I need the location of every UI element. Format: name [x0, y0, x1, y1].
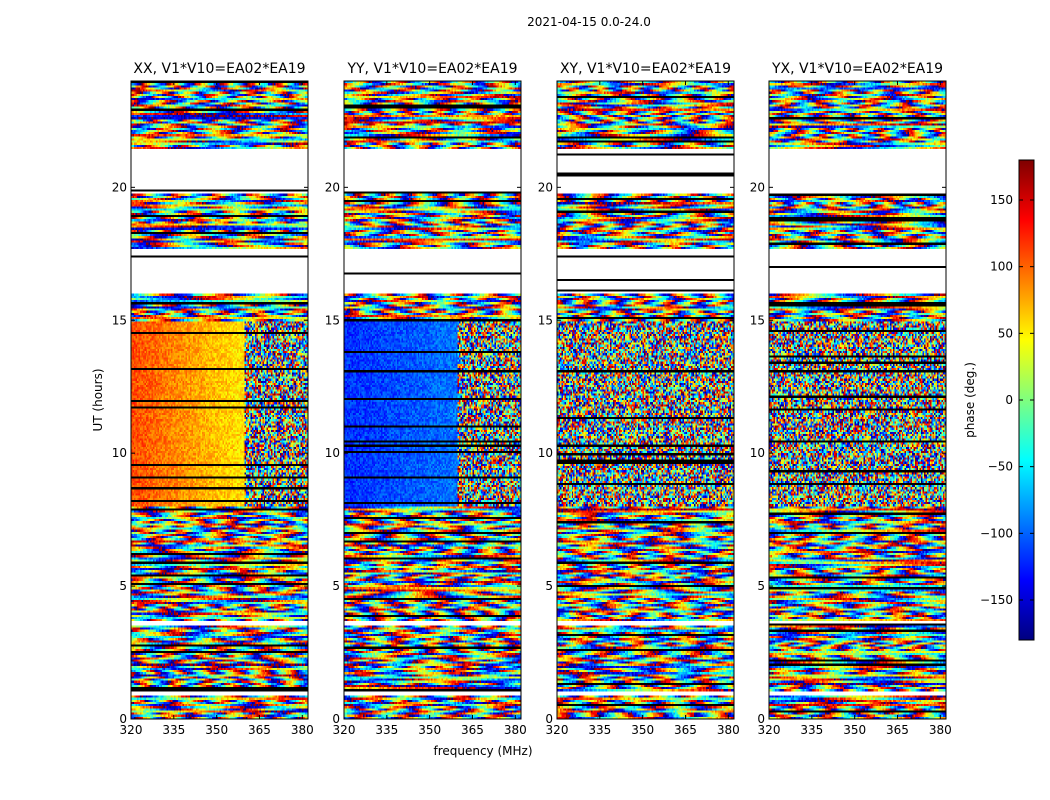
- y-tick-label: 20: [112, 180, 127, 194]
- y-tick-label: 10: [538, 446, 553, 460]
- y-tick-label: 5: [332, 579, 340, 593]
- x-tick-label: 380: [929, 723, 952, 737]
- x-tick-label: 350: [843, 723, 866, 737]
- axes-frame: [768, 80, 947, 720]
- colorbar-label: phase (deg.): [963, 362, 977, 438]
- x-tick-label: 365: [248, 723, 271, 737]
- x-tick-label: 335: [588, 723, 611, 737]
- y-tick-label: 5: [119, 579, 127, 593]
- x-tick-label: 365: [886, 723, 909, 737]
- y-tick-label: 0: [332, 712, 340, 726]
- panel-title: XX, V1*V10=EA02*EA19: [133, 61, 305, 77]
- colorbar-tick-label: 0: [1005, 393, 1013, 407]
- axes-frame: [343, 80, 522, 720]
- heatmap-panels: XX, V1*V10=EA02*EA19 320 335 350 365 380 0 5 10 1…: [112, 61, 952, 737]
- axes-frame: [130, 80, 309, 720]
- y-tick-label: 0: [757, 712, 765, 726]
- x-tick-label: 350: [631, 723, 654, 737]
- panel-title: YX, V1*V10=EA02*EA19: [771, 61, 943, 77]
- y-tick-label: 5: [757, 579, 765, 593]
- y-tick-label: 15: [112, 313, 127, 327]
- x-tick-label: 350: [418, 723, 441, 737]
- y-axis-label: UT (hours): [91, 368, 105, 431]
- heatmap-image: [344, 81, 521, 719]
- panel-2: XY, V1*V10=EA02*EA19 320 335 350 365 380 0 5 10 1…: [538, 61, 740, 737]
- colorbar-tick-label: 50: [998, 326, 1013, 340]
- x-tick-label: 335: [162, 723, 185, 737]
- y-tick-label: 15: [750, 313, 765, 327]
- y-tick-label: 10: [325, 446, 340, 460]
- x-tick-label: 350: [205, 723, 228, 737]
- y-tick-label: 0: [119, 712, 127, 726]
- x-tick-label: 320: [758, 723, 781, 737]
- x-tick-label: 320: [546, 723, 569, 737]
- y-tick-label: 10: [750, 446, 765, 460]
- y-tick-label: 15: [325, 313, 340, 327]
- panel-title: YY, V1*V10=EA02*EA19: [346, 61, 517, 77]
- panel-title: XY, V1*V10=EA02*EA19: [560, 61, 731, 77]
- colorbar-tick-label: −50: [988, 460, 1013, 474]
- x-tick-label: 365: [674, 723, 697, 737]
- axes-frame: [556, 80, 735, 720]
- y-tick-label: 10: [112, 446, 127, 460]
- x-tick-label: 320: [120, 723, 143, 737]
- figure-suptitle: 2021-04-15 0.0-24.0: [527, 15, 651, 29]
- colorbar: 150 100 50 0 −50 −100 −150 phase (deg.): [963, 159, 1035, 641]
- y-tick-label: 20: [538, 180, 553, 194]
- x-tick-label: 335: [375, 723, 398, 737]
- colorbar-tick-label: −100: [980, 526, 1013, 540]
- heatmap-image: [131, 81, 308, 719]
- panel-3: YX, V1*V10=EA02*EA19 320 335 350 365 380 0 5 10 1…: [750, 61, 952, 737]
- heatmap-image: [557, 81, 734, 719]
- x-tick-label: 380: [717, 723, 740, 737]
- colorbar-tick-label: 100: [990, 260, 1013, 274]
- x-tick-label: 320: [333, 723, 356, 737]
- y-tick-label: 5: [545, 579, 553, 593]
- y-tick-label: 0: [545, 712, 553, 726]
- x-tick-label: 380: [291, 723, 314, 737]
- x-tick-label: 380: [504, 723, 527, 737]
- colorbar-tick-label: −150: [980, 593, 1013, 607]
- y-tick-label: 15: [538, 313, 553, 327]
- x-axis-label: frequency (MHz): [433, 744, 532, 758]
- x-tick-label: 335: [800, 723, 823, 737]
- panel-0: XX, V1*V10=EA02*EA19 320 335 350 365 380 0 5 10 1…: [112, 61, 314, 737]
- panel-1: YY, V1*V10=EA02*EA19 320 335 350 365 380 0 5 10 1…: [325, 61, 527, 737]
- colorbar-tick-label: 150: [990, 193, 1013, 207]
- x-tick-label: 365: [461, 723, 484, 737]
- y-tick-label: 20: [750, 180, 765, 194]
- heatmap-image: [769, 81, 946, 719]
- colorbar-ticks: 150 100 50 0 −50 −100 −150: [980, 193, 1034, 607]
- y-tick-label: 20: [325, 180, 340, 194]
